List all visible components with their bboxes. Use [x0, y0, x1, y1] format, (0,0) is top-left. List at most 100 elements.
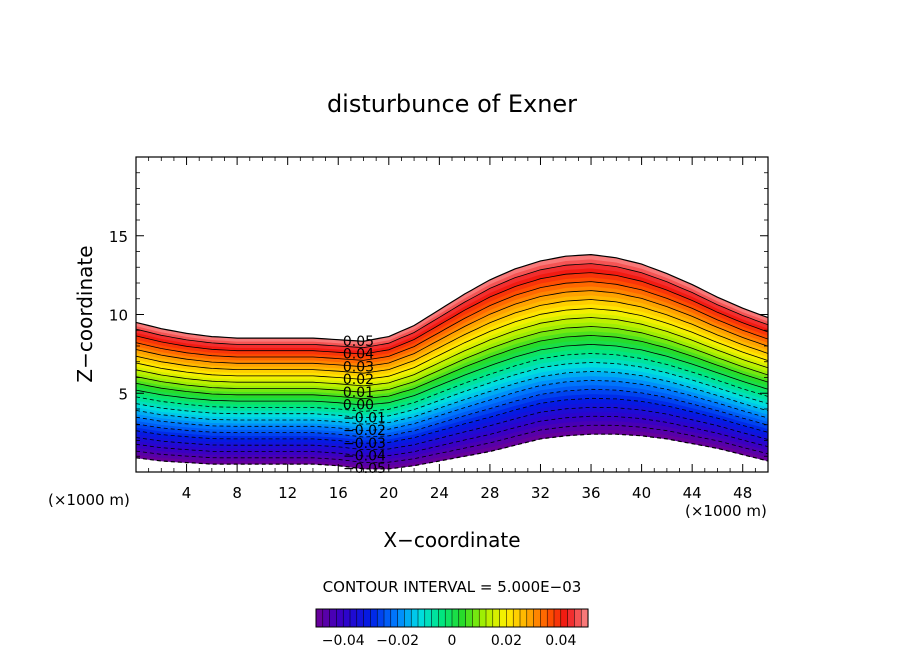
y-axis-label: Z−coordinate [73, 245, 97, 382]
contour-label: −0.04 [343, 448, 386, 464]
x-axis: 4 8 12 16 20 24 28 32 36 40 44 48 [148, 157, 756, 502]
contour-label: 0.02 [343, 372, 374, 388]
contour-line [135, 388, 769, 438]
plot-area: 0.050.040.030.020.010.00−0.01−0.02−0.03−… [135, 253, 769, 477]
contour-label: −0.02 [343, 423, 386, 439]
colorbar-cell [458, 608, 467, 628]
x-tick-label: 28 [480, 484, 499, 502]
x-tick-label: 12 [278, 484, 297, 502]
x-tick-label: 24 [430, 484, 449, 502]
colorbar-ticks: −0.04 −0.02 0 0.02 0.04 [322, 633, 577, 649]
y-axis: 5 10 15 [109, 172, 768, 457]
contour-interval-text: CONTOUR INTERVAL = 5.000E−03 [323, 578, 582, 596]
contour-line [135, 352, 769, 412]
colorbar-cell [438, 608, 446, 628]
colorbar-cell [342, 608, 351, 628]
contour-label: 0.00 [343, 398, 374, 414]
colorbar [315, 608, 589, 628]
contour-line [135, 406, 769, 451]
colorbar-cell [560, 608, 569, 628]
contour-label: 0.04 [343, 347, 374, 363]
colorbar-cell [506, 608, 514, 628]
colorbar-cell [424, 608, 433, 628]
contour-line [135, 397, 769, 444]
x-tick-label: 48 [733, 484, 752, 502]
colorbar-tick-label: 0 [448, 633, 457, 649]
colorbar-cell [370, 608, 378, 628]
contour-label: −0.03 [343, 436, 386, 452]
contour-line [135, 290, 769, 368]
colorbar-cell [499, 608, 507, 628]
x-tick-label: 40 [632, 484, 651, 502]
contour-line [135, 379, 769, 432]
contour-line [135, 272, 769, 355]
y-tick-label: 5 [118, 385, 128, 403]
y-tick-label: 15 [109, 228, 128, 246]
colorbar-cell [533, 608, 541, 628]
colorbar-cell [492, 608, 501, 628]
colorbar-cell [336, 608, 344, 628]
colorbar-cell [356, 608, 365, 628]
contour-line [135, 326, 769, 393]
colorbar-cell [404, 608, 412, 628]
colorbar-cell [417, 608, 426, 628]
x-unit-right: (×1000 m) [685, 502, 767, 520]
chart-title: disturbunce of Exner [327, 90, 577, 118]
colorbar-tick-label: −0.04 [322, 633, 365, 649]
colorbar-cell [451, 608, 460, 628]
colorbar-tick-label: −0.02 [376, 633, 419, 649]
x-tick-label: 4 [182, 484, 192, 502]
colorbar-cell [383, 608, 392, 628]
colorbar-tick-label: 0.04 [545, 633, 576, 649]
colorbar-cell [397, 608, 405, 628]
x-tick-label: 32 [531, 484, 550, 502]
contour-line [135, 361, 769, 419]
contour-line [135, 263, 769, 349]
contour-line [135, 253, 769, 342]
colorbar-cell [315, 608, 324, 628]
contour-label: −0.01 [343, 410, 386, 426]
colorbar-cell [472, 608, 480, 628]
colorbar-cell [465, 608, 473, 628]
x-tick-label: 36 [581, 484, 600, 502]
colorbar-cell [478, 608, 487, 628]
contour-label: 0.05 [343, 334, 374, 350]
contour-line [135, 299, 769, 374]
colorbar-cell [567, 608, 575, 628]
colorbar-tick-label: 0.02 [491, 633, 522, 649]
colorbar-cell [322, 608, 331, 628]
x-tick-label: 8 [232, 484, 242, 502]
y-tick-label: 10 [109, 307, 128, 325]
colorbar-cell [553, 608, 562, 628]
contour-line [135, 317, 769, 387]
contour-line [135, 343, 769, 406]
contour-line [135, 433, 769, 470]
contour-line [135, 415, 769, 457]
colorbar-cell [526, 608, 535, 628]
contour-line [135, 308, 769, 380]
colorbar-cell [574, 608, 582, 628]
colorbar-cell [519, 608, 528, 628]
colorbar-cell [444, 608, 453, 628]
colorbar-cell [329, 608, 337, 628]
contour-line [135, 370, 769, 425]
contour-label: 0.01 [343, 385, 374, 401]
colorbar-cell [376, 608, 385, 628]
contour-line [135, 424, 769, 463]
colorbar-cell [431, 608, 439, 628]
x-unit-left: (×1000 m) [48, 491, 130, 509]
colorbar-cell [580, 608, 589, 628]
colorbar-frame [315, 608, 589, 628]
x-axis-label: X−coordinate [383, 528, 520, 552]
colorbar-cell [410, 608, 419, 628]
contour-label: 0.03 [343, 359, 374, 375]
x-tick-label: 44 [683, 484, 702, 502]
colorbar-cell [540, 608, 548, 628]
x-tick-label: 16 [329, 484, 348, 502]
contour-line [135, 334, 769, 400]
colorbar-cell [363, 608, 371, 628]
colorbar-cell [390, 608, 399, 628]
colorbar-cell [546, 608, 555, 628]
contour-label: −0.05 [343, 461, 386, 477]
